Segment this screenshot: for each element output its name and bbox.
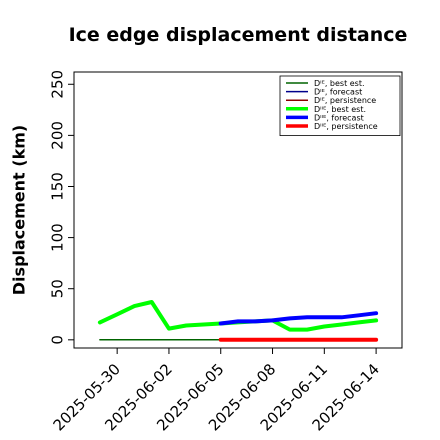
plot-frame [73,71,403,349]
y-tick-label: 50 [49,279,67,298]
legend-label: Dᴵᴱ, best est. [314,79,365,88]
legend-label: Dᴵᴵᴱ, persistence [314,122,378,131]
chart-title: Ice edge displacement distance [68,24,408,46]
y-axis-label: Displacement (km) [10,125,29,295]
legend-label: Dᴵᴵᴱ, best est. [314,105,366,114]
y-tick-label: 0 [49,335,67,345]
legend-label: Dᴵᴱ, persistence [314,96,376,105]
series-line-4 [218,311,379,326]
legend-label: Dᴵᴵᴱ, forecast [314,113,364,122]
y-tick-label: 250 [49,70,67,99]
y-tick-label: 150 [49,172,67,201]
y-tick-label: 100 [49,223,67,252]
legend-label: Dᴵᴱ, forecast [314,88,362,97]
y-tick-label: 200 [49,121,67,150]
